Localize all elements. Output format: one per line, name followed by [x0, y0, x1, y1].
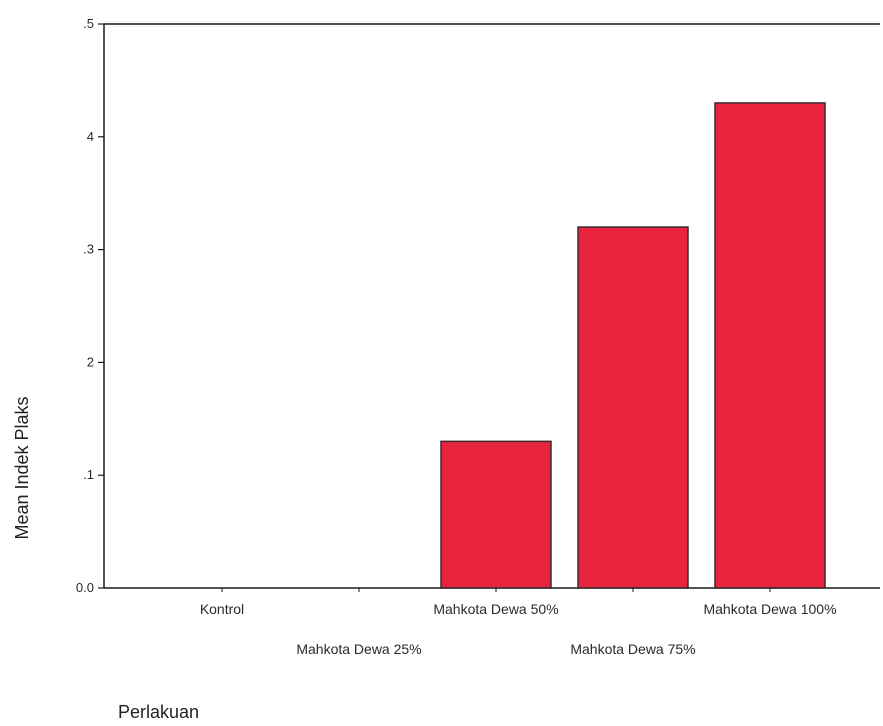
y-axis-ticks: 0.0 .1 2 .3 4 .5	[76, 16, 104, 595]
x-tick-label: Mahkota Dewa 100%	[703, 601, 836, 617]
bars	[440, 102, 826, 589]
x-tick-label: Mahkota Dewa 75%	[570, 641, 695, 657]
x-axis-title: Perlakuan	[118, 702, 199, 722]
y-tick-label: 2	[87, 354, 94, 369]
x-tick-label: Mahkota Dewa 25%	[296, 641, 421, 657]
y-tick-label: .3	[83, 242, 94, 257]
y-tick-label: .1	[83, 467, 94, 482]
bar	[577, 226, 689, 589]
y-tick-label: .5	[83, 16, 94, 31]
y-tick-label: 0.0	[76, 580, 94, 595]
x-tick-label: Kontrol	[200, 601, 244, 617]
bar	[440, 440, 552, 589]
x-tick-label: Mahkota Dewa 50%	[433, 601, 558, 617]
bar	[714, 102, 826, 589]
y-axis-title: Mean Indek Plaks	[12, 396, 32, 539]
x-axis-ticks: Kontrol Mahkota Dewa 25% Mahkota Dewa 50% M…	[200, 588, 837, 657]
y-tick-label: 4	[87, 129, 94, 144]
